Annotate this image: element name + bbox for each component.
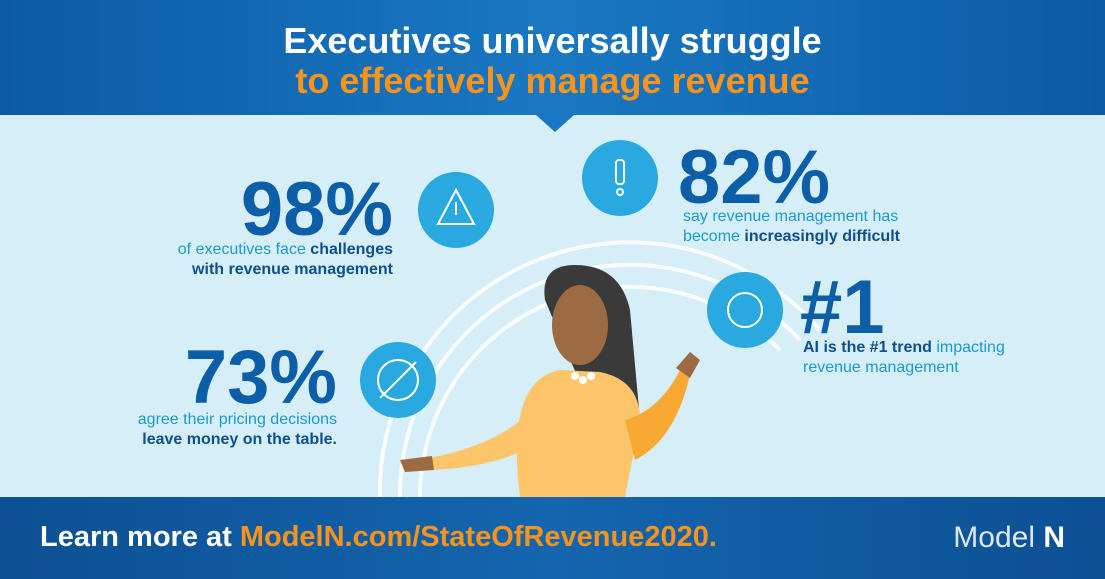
stat-text: of executives face challenges with reven… (143, 240, 393, 280)
title-line1: Executives universally struggle (283, 20, 822, 61)
stat-figure: 73% (184, 335, 337, 420)
logo-text: Model (953, 521, 1044, 554)
header: Executives universally struggle to effec… (0, 0, 1105, 115)
person-illustration (400, 265, 700, 497)
cta-link[interactable]: ModelN.com/StateOfRevenue2020. (239, 521, 717, 553)
text-bold: AI is the #1 trend (803, 339, 932, 356)
cta-text: Learn more at (40, 521, 240, 553)
text: of executives face (177, 241, 311, 258)
text: say revenue management has become (683, 208, 899, 245)
header-notch (536, 115, 574, 132)
text: impacting revenue management (803, 339, 1005, 376)
text: agree their pricing decisions (137, 411, 337, 428)
stat-figure: 98% (240, 167, 393, 252)
text-bold: challenges with revenue management (192, 241, 393, 278)
logo: Model N (953, 521, 1065, 555)
stat-text: agree their pricing decisions leave mone… (97, 410, 337, 450)
stat-text: AI is the #1 trend impacting revenue man… (803, 338, 1043, 378)
stat-figure: 82% (678, 135, 831, 220)
text-bold: leave money on the table. (142, 431, 337, 448)
icon-circles (360, 140, 783, 418)
stat-text: say revenue management has become increa… (683, 207, 933, 247)
footer: Learn more at ModelN.com/StateOfRevenue2… (0, 497, 1105, 579)
stat-figure: #1 (800, 265, 885, 350)
text-bold: increasingly difficult (744, 228, 900, 245)
logo-mark: N (1043, 521, 1065, 554)
title-line2: to effectively manage revenue (295, 60, 810, 101)
footer-cta: Learn more at ModelN.com/StateOfRevenue2… (40, 521, 717, 554)
